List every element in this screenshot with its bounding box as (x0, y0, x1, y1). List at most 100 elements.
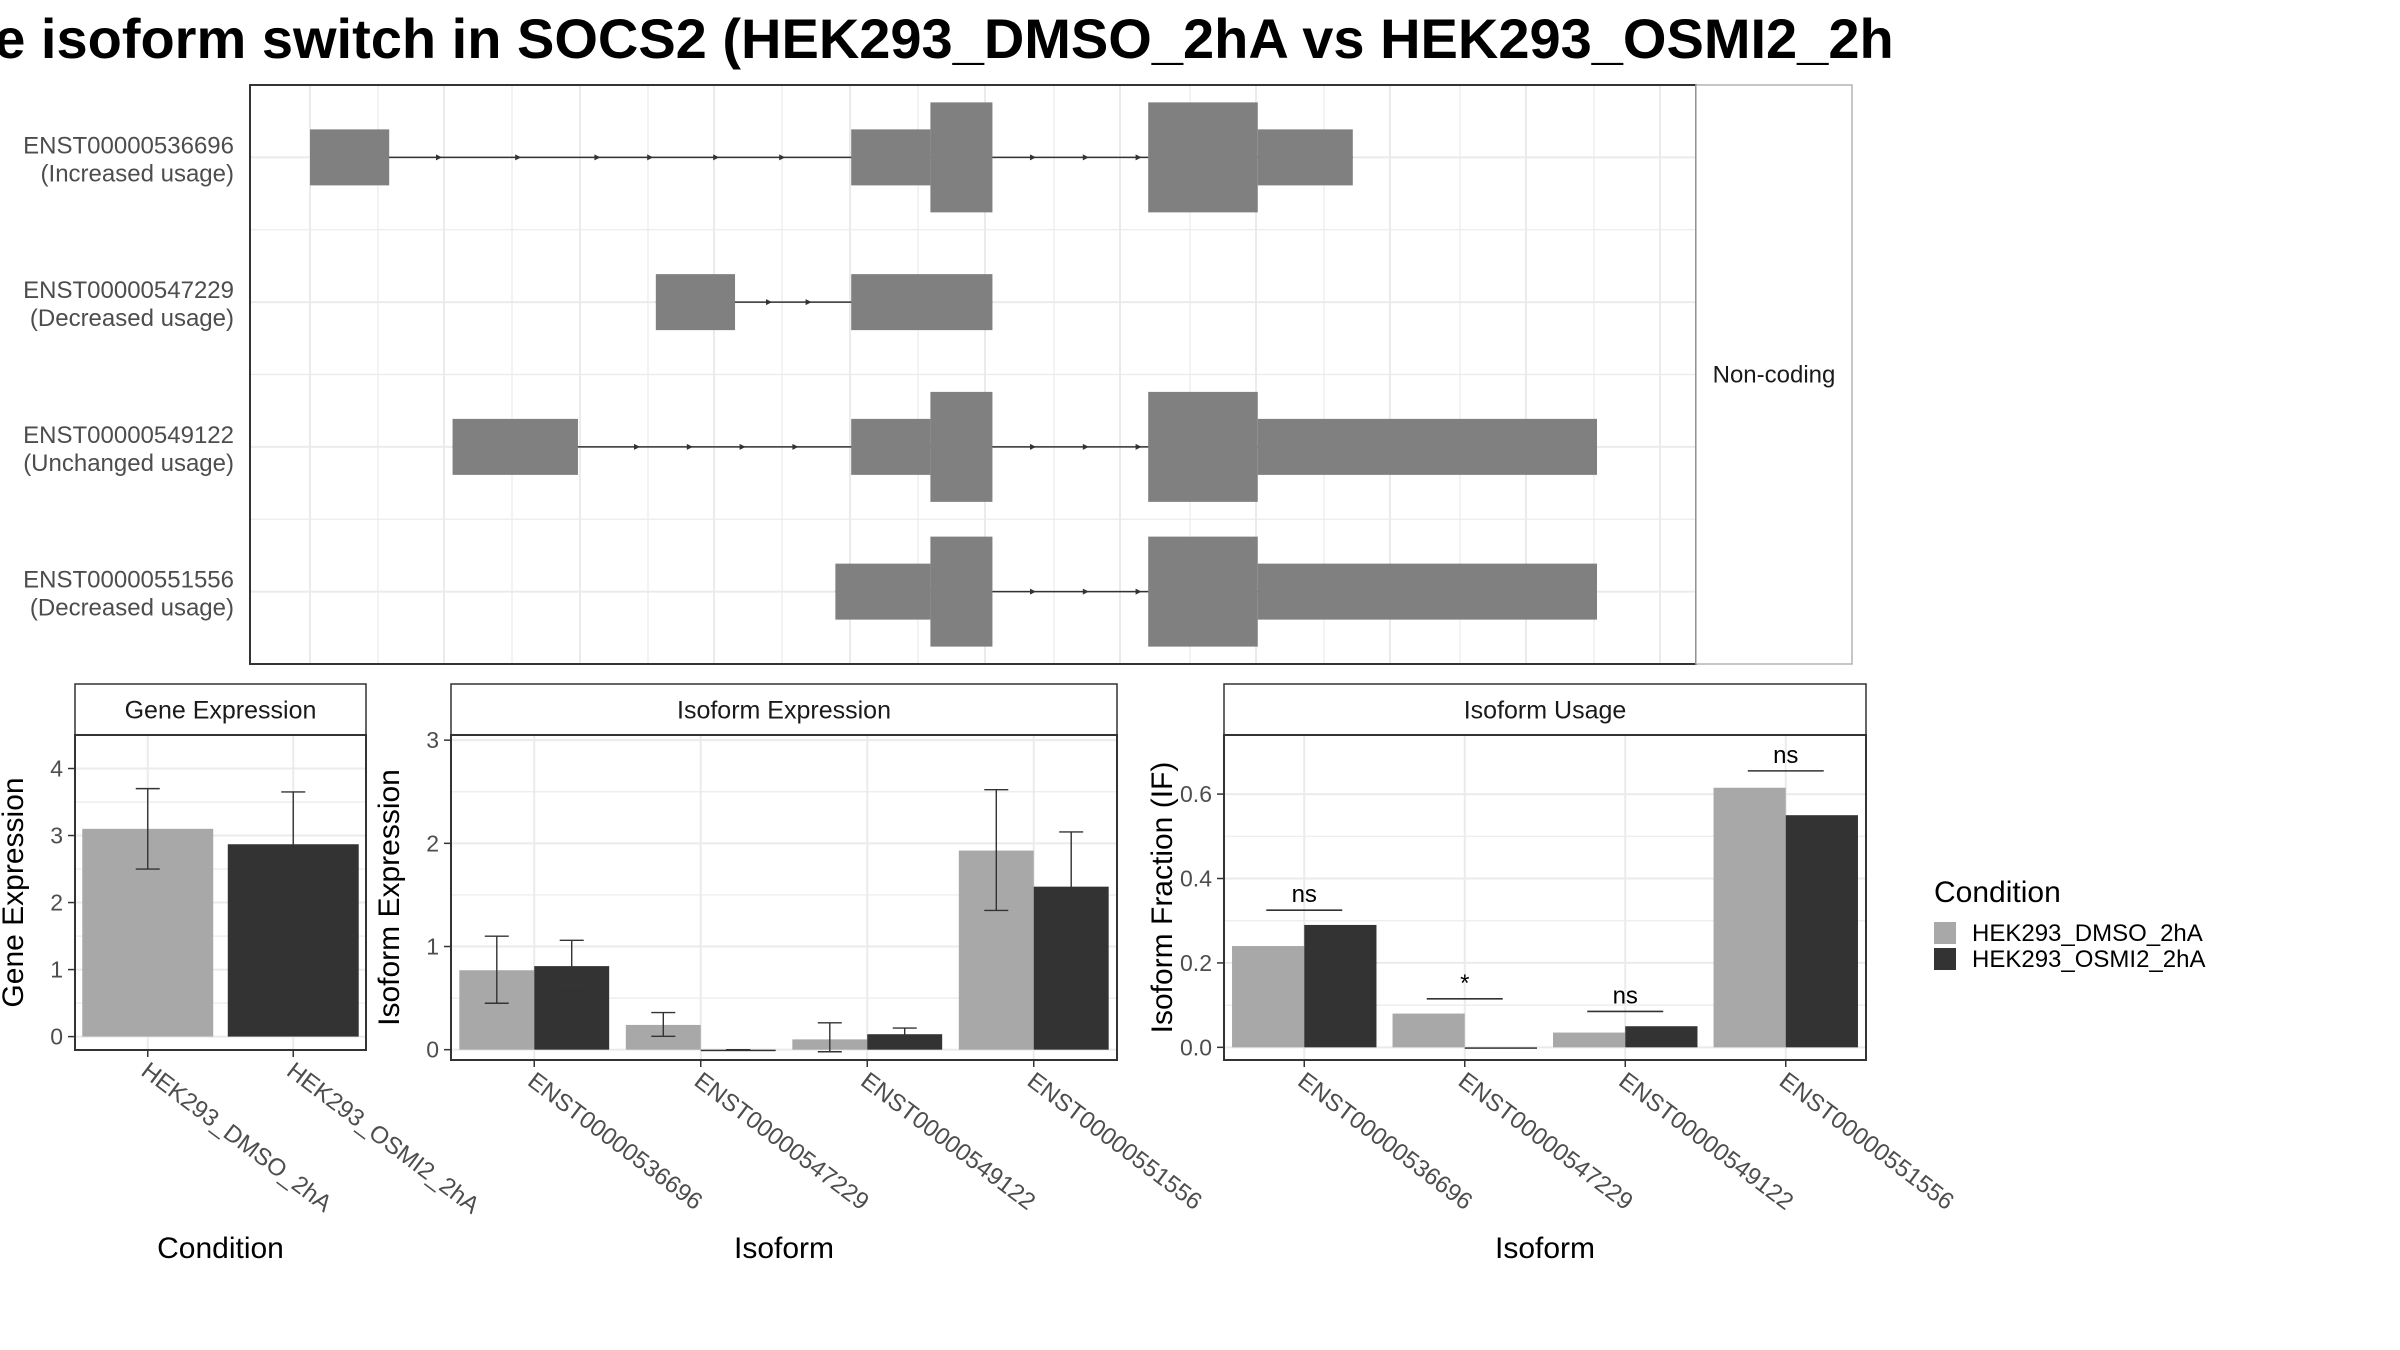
x-tick-label: ENST00000547229 (1453, 1067, 1638, 1215)
x-tick-label: ENST00000536696 (523, 1067, 708, 1215)
bar (1713, 787, 1786, 1048)
panel-plot-border (74, 734, 367, 1051)
exon-utr (655, 274, 736, 331)
exon-utr (851, 274, 993, 331)
x-tick-label: ENST00000549122 (1614, 1067, 1799, 1215)
y-tick-label: 1 (50, 957, 63, 983)
bar (1304, 924, 1377, 1048)
transcript-usage-label: (Decreased usage) (30, 595, 234, 622)
x-tick-label: ENST00000551556 (1774, 1067, 1959, 1215)
intron-arrow (634, 443, 640, 450)
significance-label: ns (1773, 742, 1798, 769)
bar (1232, 946, 1305, 1048)
y-tick-label: 4 (50, 756, 63, 782)
exon-utr (1257, 563, 1597, 620)
x-tick-label: ENST00000536696 (1293, 1067, 1478, 1215)
exon-utr (1257, 129, 1353, 186)
legend-title: Condition (1934, 876, 2061, 909)
x-axis-title: Condition (157, 1232, 284, 1265)
legend-label: HEK293_OSMI2_2hA (1972, 946, 2205, 973)
y-tick-label: 0.6 (1180, 781, 1212, 807)
exon-utr (851, 418, 931, 475)
significance-label: ns (1292, 881, 1317, 908)
exon-utr (835, 563, 931, 620)
legend-label: HEK293_DMSO_2hA (1972, 920, 2203, 947)
panel-strip-title: Isoform Usage (1464, 697, 1627, 725)
transcript-id-label: ENST00000547229 (23, 277, 234, 304)
transcript-row: ENST00000551556(Decreased usage) (23, 536, 1597, 647)
legend-swatch (1934, 922, 1956, 944)
intron-arrow (1082, 443, 1089, 450)
gene-expression-panel: Gene Expression01234HEK293_DMSO_2hAHEK29… (0, 683, 484, 1265)
y-tick-label: 2 (426, 830, 439, 856)
x-axis-title: Isoform (734, 1232, 834, 1265)
intron-arrow (805, 299, 812, 306)
intron-arrow (594, 154, 601, 161)
transcript-usage-label: (Increased usage) (41, 160, 234, 187)
intron-arrow (792, 443, 799, 450)
transcript-row: ENST00000536696(Increased usage) (23, 102, 1353, 213)
intron-arrow (1030, 154, 1036, 161)
exon-cds (930, 102, 993, 213)
intron-arrow (686, 443, 693, 450)
intron-arrow (1082, 588, 1089, 595)
intron-arrow (647, 154, 654, 161)
exon-cds (930, 536, 993, 647)
bar (1553, 1032, 1626, 1048)
y-tick-label: 0 (426, 1037, 439, 1063)
exon-cds (1148, 102, 1258, 213)
exon-utr (452, 418, 578, 475)
panel-strip (1223, 683, 1867, 736)
legend-swatch (1934, 948, 1956, 970)
y-tick-label: 1 (426, 934, 439, 960)
bar (1625, 1026, 1698, 1048)
bar (1464, 1047, 1537, 1049)
structure-strip (1695, 84, 1853, 665)
significance-label: ns (1613, 982, 1638, 1009)
x-axis-title: Isoform (1495, 1232, 1595, 1265)
intron-arrow (739, 443, 746, 450)
significance-label: * (1460, 970, 1469, 997)
intron-arrow (1030, 588, 1036, 595)
structure-strip-label: Non-coding (1713, 362, 1836, 389)
exon-cds (1148, 391, 1258, 502)
transcript-id-label: ENST00000536696 (23, 132, 234, 159)
bar (1392, 1013, 1465, 1048)
panel-strip-title: Gene Expression (125, 697, 317, 725)
transcript-usage-label: (Decreased usage) (30, 305, 234, 332)
intron-arrow (1135, 154, 1142, 161)
panel-strip (74, 683, 367, 736)
intron-arrow (1135, 443, 1142, 450)
transcript-usage-label: (Unchanged usage) (23, 450, 234, 477)
y-tick-label: 0.0 (1180, 1034, 1212, 1060)
bar (700, 1049, 776, 1052)
panel-strip-title: Isoform Expression (677, 697, 891, 725)
bar (1785, 815, 1858, 1048)
transcript-id-label: ENST00000551556 (23, 567, 234, 594)
intron-arrow (766, 299, 772, 306)
exon-cds (930, 391, 993, 502)
transcript-row: ENST00000549122(Unchanged usage) (23, 391, 1597, 502)
isoform-usage-panel: Isoform Usage ns * ns ns 0.0 0.2 0.4 0.6 ENST0000… (1146, 683, 1959, 1265)
x-tick-label: ENST00000551556 (1022, 1067, 1207, 1215)
transcript-id-label: ENST00000549122 (23, 422, 234, 449)
figure-title: ne isoform switch in SOCS2 (HEK293_DMSO_… (0, 7, 1894, 70)
intron-arrow (1030, 443, 1036, 450)
panel-plot-border (1223, 734, 1867, 1061)
y-tick-label: 3 (426, 727, 439, 753)
intron-arrow (436, 154, 442, 161)
intron-arrow (779, 154, 786, 161)
y-tick-label: 2 (50, 890, 63, 916)
intron-arrow (1135, 588, 1142, 595)
y-tick-label: 0.2 (1180, 950, 1212, 976)
gene-structure-panel: ENST00000536696(Increased usage)ENST0000… (23, 84, 1853, 665)
panel-strip (450, 683, 1118, 736)
exon-cds (1148, 536, 1258, 647)
intron-arrow (1082, 154, 1089, 161)
y-tick-label: 0 (50, 1024, 63, 1050)
intron-arrow (713, 154, 720, 161)
transcript-row: ENST00000547229(Decreased usage) (23, 274, 993, 332)
panel-plot-border (450, 734, 1118, 1061)
exon-utr (1257, 418, 1597, 475)
